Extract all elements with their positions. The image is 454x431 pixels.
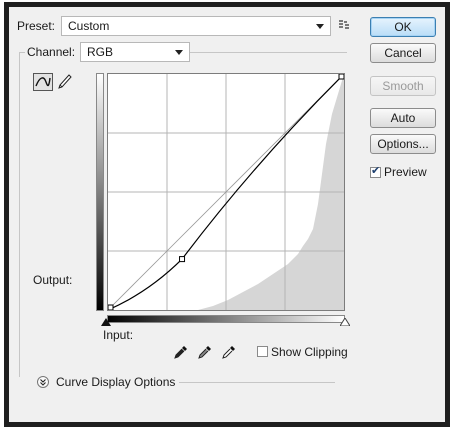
white-point-slider[interactable] <box>340 318 350 326</box>
black-eyedropper-icon[interactable] <box>173 344 189 360</box>
preview-label: Preview <box>384 165 427 179</box>
show-clipping-label: Show Clipping <box>271 345 348 359</box>
channel-value: RGB <box>87 45 114 59</box>
auto-button[interactable]: Auto <box>370 108 436 128</box>
input-label: Input: <box>103 328 134 342</box>
list-menu-icon[interactable] <box>338 20 350 30</box>
curve-control-point[interactable] <box>179 256 186 263</box>
baseline-diagonal <box>108 74 344 310</box>
options-button[interactable]: Options... <box>370 134 436 154</box>
group-border-top <box>19 52 25 53</box>
gray-eyedropper-icon[interactable] <box>197 344 213 360</box>
curves-graph[interactable] <box>107 73 345 311</box>
white-eyedropper-icon[interactable] <box>221 344 237 360</box>
preset-select[interactable]: Custom <box>61 16 331 36</box>
black-point-slider[interactable] <box>101 318 111 326</box>
smooth-button[interactable]: Smooth <box>370 76 436 96</box>
output-gradient-bar <box>96 73 104 311</box>
section-divider <box>179 382 335 383</box>
show-clipping-checkbox[interactable] <box>257 346 268 357</box>
preset-label: Preset: <box>17 19 56 33</box>
chevron-down-icon <box>316 24 324 29</box>
preset-value: Custom <box>68 19 110 33</box>
expand-chevron-icon[interactable] <box>37 376 49 388</box>
channel-select[interactable]: RGB <box>80 42 190 62</box>
chevron-down-icon <box>175 50 183 55</box>
checkmark-icon: ✔ <box>371 165 381 177</box>
channel-label: Channel: <box>27 45 76 59</box>
input-gradient-bar <box>107 315 345 323</box>
output-label: Output: <box>33 273 73 287</box>
curve-display-options-label[interactable]: Curve Display Options <box>56 375 176 389</box>
tone-curve[interactable] <box>108 74 344 310</box>
curve-endpoint-white[interactable] <box>338 74 344 80</box>
curve-tool-icon[interactable] <box>33 73 53 91</box>
curves-dialog: Preset: Custom OK Cancel Smooth Auto Opt… <box>9 7 445 422</box>
cancel-button[interactable]: Cancel <box>370 43 436 63</box>
group-border-top-right <box>189 52 347 53</box>
preview-checkbox[interactable]: ✔ <box>370 165 381 178</box>
ok-button[interactable]: OK <box>370 17 436 37</box>
pencil-tool-icon[interactable] <box>57 73 73 91</box>
group-border <box>19 52 20 377</box>
curve-endpoint-black[interactable] <box>108 304 114 310</box>
